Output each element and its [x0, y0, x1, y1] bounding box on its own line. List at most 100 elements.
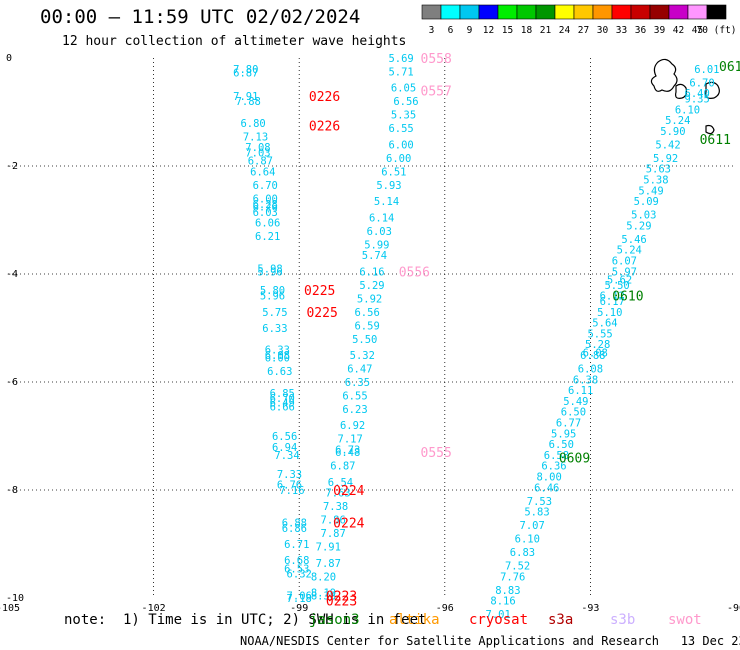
swh-value-cryosat: 5.98 [257, 264, 282, 276]
swh-value-swot: 6.35 [345, 377, 370, 389]
swh-value-cryosat: 6.00 [253, 193, 278, 205]
x-tick-label: -90 [727, 603, 740, 614]
pass-time-label: 0558 [421, 52, 452, 67]
swh-value-cryosat: 6.21 [255, 231, 280, 243]
swh-value-jason3: 6.50 [549, 439, 574, 451]
swh-value-jason3: 6.70 [689, 77, 714, 89]
swh-value-jason3: 6.38 [573, 374, 598, 386]
swh-value-swot: 6.92 [340, 420, 365, 432]
swh-value-jason3: 5.63 [646, 164, 671, 176]
swh-value-swot: 8.19 [311, 588, 336, 600]
swh-value-cryosat: 7.34 [274, 450, 299, 462]
color-swatch [592, 4, 613, 20]
swh-value-swot: 6.05 [391, 83, 416, 95]
color-swatch [421, 4, 442, 20]
swh-value-jason3: 5.90 [660, 126, 685, 138]
swh-value-jason3: 6.12 [600, 291, 625, 303]
x-tick-label: -93 [581, 603, 599, 614]
swh-value-jason3: 6.88 [580, 350, 605, 362]
swh-value-cryosat: 6.71 [284, 539, 309, 551]
swh-value-swot: 6.55 [388, 123, 413, 135]
y-tick-label: -10 [6, 593, 24, 604]
swh-value-swot: 5.99 [364, 239, 389, 251]
swh-value-swot: 6.87 [330, 461, 355, 473]
swh-value-cryosat: 6.53 [284, 563, 309, 575]
swh-value-jason3: 6.17 [600, 296, 625, 308]
swh-value-swot: 5.35 [391, 110, 416, 122]
swh-value-jason3: 6.01 [694, 64, 719, 76]
swh-value-jason3: 7.07 [520, 520, 545, 532]
swh-value-swot: 6.16 [359, 266, 384, 278]
swh-value-jason3: 5.95 [551, 428, 576, 440]
swh-value-swot: 7.91 [316, 542, 341, 554]
color-label: 21 [540, 25, 552, 36]
color-label: 36 [635, 25, 647, 36]
swh-value-swot: 5.69 [388, 53, 413, 65]
swh-value-jason3: 6.08 [578, 364, 603, 376]
swh-value-jason3: 5.03 [631, 210, 656, 222]
color-label: 27 [578, 25, 589, 36]
swh-value-swot: 5.29 [359, 280, 384, 292]
pass-time-label: 0556 [399, 265, 430, 280]
swh-value-jason3: 5.28 [585, 339, 610, 351]
color-label: 24 [559, 25, 571, 36]
swh-value-jason3: 5.83 [524, 507, 549, 519]
swh-value-cryosat: 6.66 [270, 401, 295, 413]
swh-value-swot: 6.51 [381, 166, 406, 178]
swh-value-swot: 7.38 [323, 501, 348, 513]
swh-value-cryosat: 7.33 [277, 469, 302, 481]
swh-value-swot: 6.73 [335, 445, 360, 457]
swh-value-cryosat: 6.80 [240, 118, 265, 130]
pass-time-label: 0610 [612, 290, 643, 305]
x-tick-label: -105 [0, 603, 20, 614]
y-tick-label: 0 [6, 53, 12, 64]
swh-value-swot: 5.92 [357, 293, 382, 305]
satellite-legend-item: cryosat [469, 612, 529, 628]
swh-value-swot: 6.56 [393, 96, 418, 108]
swh-value-cryosat: 6.28 [253, 199, 278, 211]
pass-time-label: 0223 [326, 595, 357, 610]
color-label: 6 [448, 25, 454, 36]
color-label: 33 [616, 25, 627, 36]
swh-value-swot: 5.14 [374, 196, 399, 208]
y-tick-label: -6 [6, 377, 18, 388]
swh-value-swot: 5.71 [388, 67, 413, 79]
color-swatch [478, 4, 499, 20]
swh-value-swot: 5.32 [350, 350, 375, 362]
color-swatch [440, 4, 461, 20]
swh-value-swot: 6.14 [369, 212, 394, 224]
color-swatch [497, 4, 518, 20]
pass-time-label: 0226 [309, 90, 340, 105]
swh-value-swot: 5.93 [376, 180, 401, 192]
swh-value-swot: 7.17 [338, 434, 363, 446]
swh-value-cryosat: 7.80 [233, 64, 258, 76]
color-label: 45 [692, 25, 703, 36]
color-label: 39 [654, 25, 666, 36]
swh-value-cryosat: 6.94 [272, 442, 297, 454]
color-swatch [459, 4, 480, 20]
swh-value-swot: 8.20 [311, 571, 336, 583]
satellite-legend-item: s3a [548, 612, 574, 628]
swh-value-jason3: 5.24 [665, 115, 690, 127]
color-swatch [535, 4, 556, 20]
swh-value-jason3: 6.77 [556, 418, 581, 430]
island-outline [650, 58, 678, 92]
color-label: 18 [521, 25, 533, 36]
swh-value-swot: 6.59 [354, 320, 379, 332]
swh-value-jason3: 6.08 [583, 347, 608, 359]
pass-time-label: 0224 [333, 516, 364, 531]
swh-value-swot: 6.00 [388, 139, 413, 151]
swh-value-cryosat: 6.70 [253, 180, 278, 192]
swh-value-cryosat: 6.06 [255, 218, 280, 230]
swh-value-jason3: 6.07 [612, 256, 637, 268]
color-label: 15 [502, 25, 513, 36]
swh-value-jason3: 6.58 [544, 450, 569, 462]
swh-value-cryosat: 6.33 [265, 345, 290, 357]
swh-value-jason3: 6.11 [568, 385, 593, 397]
swh-value-swot: 5.50 [352, 334, 377, 346]
swh-value-cryosat: 6.86 [282, 523, 307, 535]
color-swatch [706, 4, 727, 20]
swh-value-cryosat: 6.08 [265, 350, 290, 362]
chart-subtitle: 12 hour collection of altimeter wave hei… [62, 34, 407, 49]
